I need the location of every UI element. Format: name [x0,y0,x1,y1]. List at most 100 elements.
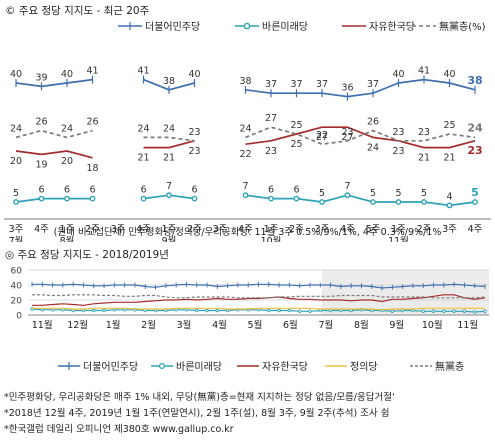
data-label: 19 [35,159,47,170]
x-tick-label: 2주 [289,224,304,235]
data-label: 21 [137,153,149,164]
data-label: 5 [370,188,376,199]
data-label: 4 [446,191,452,202]
chart2-title: ◎ 주요 정당 지지도 - 2018/2019년 [5,249,169,261]
data-label: 22 [316,130,328,141]
x-tick-label: 2주 [85,224,100,235]
data-label: 26 [367,117,379,128]
series-point [268,195,274,202]
data-label: 7 [344,181,350,192]
series-point [293,195,300,202]
data-label: 20 [61,156,73,167]
data-label: 24 [367,142,379,153]
x-tick-label: 10월 [422,319,443,331]
x-tick-label: 3주 [442,224,457,235]
legend-label: 無黨층 [435,360,464,373]
data-label: 23 [265,146,277,157]
data-label: 37 [265,79,277,90]
series-point [287,308,292,313]
data-label: 24 [163,123,175,134]
series-point [242,192,249,199]
legend-label: 더불어민주당 [145,21,200,33]
x-tick-label: 9월 [389,319,404,331]
data-label: 6 [64,185,70,196]
x-tick-label: 3주 [213,224,228,235]
legend-label: 자유한국당 [262,361,308,373]
series-line [32,294,486,306]
series-point [370,199,376,205]
x-tick-label: 1월 [106,319,121,331]
series-line [245,126,476,149]
data-label: 5 [395,188,401,199]
series-point [421,199,427,205]
data-label: 25 [290,139,302,150]
chart2-series-0 [31,281,486,291]
data-label: 27 [265,113,277,124]
series-point [191,195,198,202]
data-label: 5 [421,188,427,199]
series-point [92,308,96,313]
data-label: 41 [86,66,98,77]
series-line [15,129,93,139]
series-point [13,199,19,205]
data-label: 5 [13,188,19,199]
footnote-2: *2018년 12월 4주, 2019년 1월 1주(연말연시), 2월 1주(… [4,408,390,419]
x-tick-label: 9월 [162,235,177,242]
data-label: 7 [242,181,248,192]
legend-label: 無黨층(%) [439,20,486,33]
x-tick-label: 3주 [9,224,24,235]
legend-label: 정의당 [350,361,378,373]
data-label: 23 [188,146,200,157]
series-point [431,309,436,313]
chart2-legend: 더불어민주당 바른미래당 자유한국당 정의당 無黨층 [58,360,464,373]
data-label: 6 [293,185,299,196]
x-tick-label: 12월 [67,319,88,331]
data-label: 24 [239,123,251,134]
y-tick-label: 20 [11,297,23,307]
data-label: 6 [140,185,146,196]
data-label: 39 [35,72,47,83]
series-point [277,308,281,313]
y-tick-label: 60 [11,267,23,277]
series-point [308,309,312,313]
data-label: 37 [316,79,328,90]
x-tick-label: 4주 [136,224,151,235]
legend-label: 바른미래당 [176,361,222,373]
x-tick-label: 11월 [32,319,53,331]
series-line [15,197,93,203]
x-tick-label: 1주 [391,224,406,235]
data-label: 5 [471,186,479,199]
x-tick-label: 3주 [315,224,330,235]
x-tick-label: 3주 [111,224,126,235]
x-tick-label: 5주 [366,224,381,235]
data-label: 23 [392,146,404,157]
data-label: 38 [467,74,482,87]
series-point [452,309,456,313]
series-point [483,309,487,313]
data-label: 38 [163,76,175,87]
x-tick-label: 4주 [34,224,49,235]
y-tick-label: 40 [11,282,23,292]
x-tick-label: 2월 [141,319,156,331]
data-label: 40 [61,69,73,80]
chart1-legend: 더불어민주당 바른미래당 자유한국당 無黨층(%) [118,20,486,33]
chart1-series-1: 5 6 6 6 6 7 6 7 6 6 5 7 5 5 5 4 5 [13,181,479,209]
series-point [390,309,395,313]
series-line [245,78,476,98]
chart2: 0 20 40 60 11월 12월 1월 2월 3월 4월 5월 6월 7월 8월 9월 10월 11월더불어… [11,267,489,373]
x-tick-label: 1주 [162,224,177,235]
data-label: 41 [418,66,430,77]
series-point [38,195,45,202]
series-point [472,199,478,205]
data-label: 23 [392,127,404,138]
data-label: 23 [418,127,430,138]
chart1-title: © 주요 정당 지지도 - 최근 20주 [5,5,150,17]
data-label: 6 [268,185,274,196]
series-point [205,308,209,313]
series-line [143,136,195,142]
data-label: 6 [38,185,44,196]
data-label: 24 [137,123,149,134]
data-label: 22 [239,149,251,160]
series-point [319,199,325,205]
data-label: 27 [316,132,328,143]
